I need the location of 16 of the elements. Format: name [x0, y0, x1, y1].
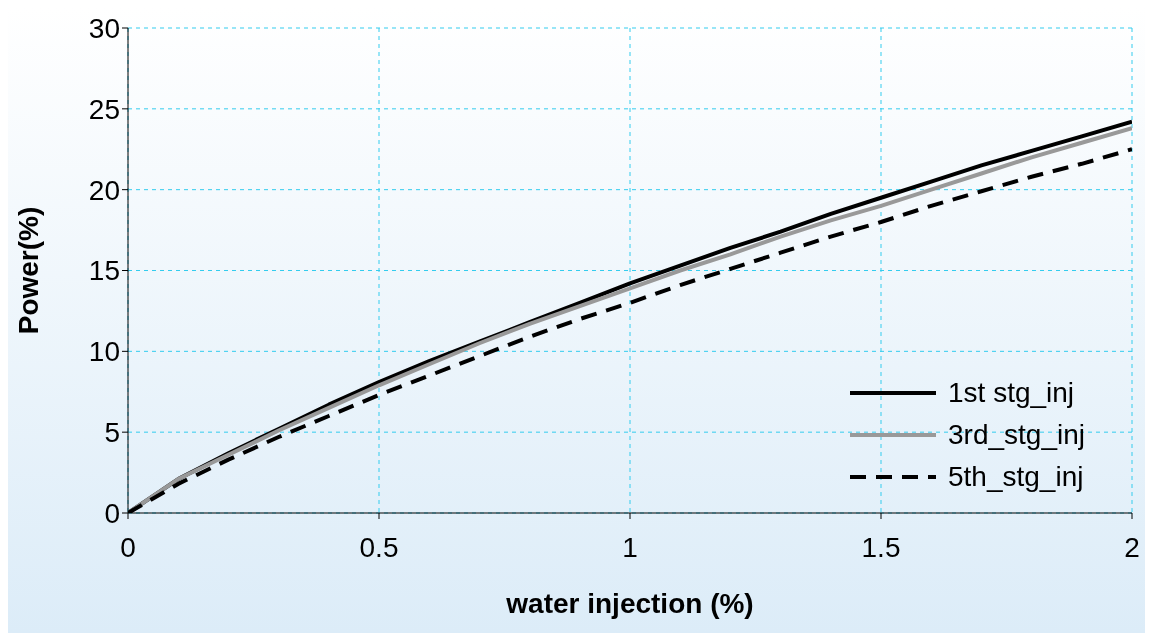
- x-tick-label: 0.5: [359, 531, 399, 563]
- y-tick-label: 5: [104, 417, 120, 449]
- legend-label: 3rd_stg_inj: [948, 419, 1085, 451]
- x-tick-label: 1: [622, 531, 638, 563]
- x-tick-label: 1.5: [861, 531, 901, 563]
- x-axis-title: water injection (%): [505, 588, 754, 619]
- y-tick-label: 0: [104, 497, 120, 529]
- y-axis-title: Power(%): [12, 206, 44, 335]
- y-tick-label: 10: [88, 336, 120, 368]
- x-tick-label: 2: [1124, 531, 1140, 563]
- y-tick-label: 30: [88, 12, 120, 44]
- legend-label: 5th_stg_inj: [948, 461, 1084, 493]
- y-tick-label: 25: [88, 93, 120, 125]
- y-tick-label: 20: [88, 174, 120, 206]
- legend-label: 1st stg_inj: [948, 377, 1075, 409]
- y-tick-label: 15: [88, 255, 120, 287]
